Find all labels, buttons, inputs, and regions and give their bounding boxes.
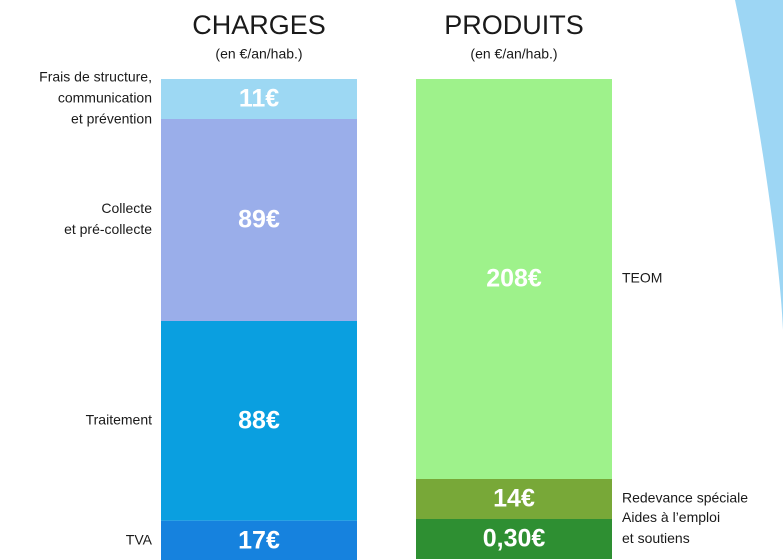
bar-segment bbox=[416, 479, 612, 519]
category-label: Aides à l’emploi bbox=[622, 509, 720, 525]
value-label: 14€ bbox=[493, 485, 535, 513]
chart-subtitle: (en €/an/hab.) bbox=[470, 46, 557, 62]
bar-segment bbox=[416, 79, 612, 479]
bar-segment bbox=[161, 321, 357, 521]
category-label: TVA bbox=[126, 531, 153, 547]
bar-segment bbox=[416, 519, 612, 559]
bar-segment bbox=[161, 79, 357, 119]
value-label: 208€ bbox=[486, 265, 542, 293]
value-label: 0,30€ bbox=[483, 525, 546, 553]
bar-segment bbox=[161, 520, 357, 560]
category-label: Frais de structure, bbox=[39, 69, 152, 85]
value-label: 17€ bbox=[238, 526, 280, 554]
category-label: et pré-collecte bbox=[64, 221, 152, 237]
chart-subtitle: (en €/an/hab.) bbox=[215, 46, 302, 62]
category-label: et soutiens bbox=[622, 530, 690, 546]
bar-segment bbox=[161, 119, 357, 321]
value-label: 88€ bbox=[238, 406, 280, 434]
category-label: et prévention bbox=[71, 111, 152, 127]
category-label: Traitement bbox=[86, 412, 153, 428]
decoration bbox=[735, 0, 783, 330]
category-label: Redevance spéciale bbox=[622, 490, 748, 506]
category-label: TEOM bbox=[622, 270, 662, 286]
value-label: 89€ bbox=[238, 206, 280, 234]
category-label: communication bbox=[58, 90, 152, 106]
chart-title: PRODUITS bbox=[444, 10, 584, 40]
category-label: Collecte bbox=[101, 200, 152, 216]
value-label: 11€ bbox=[239, 85, 279, 113]
chart-title: CHARGES bbox=[192, 10, 326, 40]
